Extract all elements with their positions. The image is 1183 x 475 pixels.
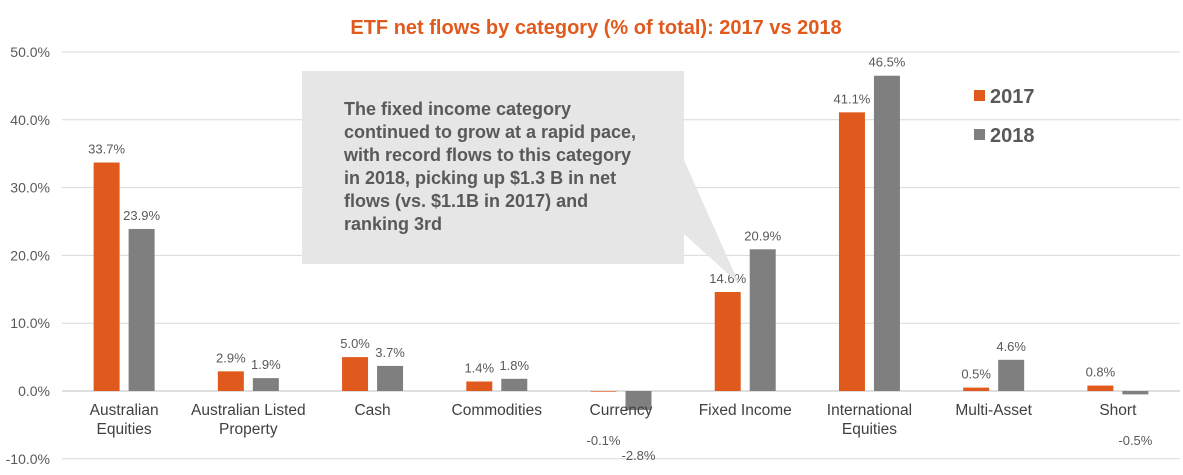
bar-2017-7 xyxy=(963,387,990,391)
annotation-callout: The fixed income category continued to gr… xyxy=(302,71,740,284)
y-tick-label: -10.0% xyxy=(6,451,50,467)
data-label: 0.5% xyxy=(961,367,991,382)
bar-2017-8 xyxy=(1087,385,1114,391)
data-label: -0.5% xyxy=(1118,433,1152,448)
x-tick-label: Equities xyxy=(97,421,152,438)
callout-text-line: ranking 3rd xyxy=(344,214,442,234)
chart-title: ETF net flows by category (% of total): … xyxy=(350,17,841,39)
data-label: 2.9% xyxy=(216,350,246,365)
x-tick-label: Multi-Asset xyxy=(955,402,1032,419)
legend-swatch-2017 xyxy=(974,90,985,101)
data-label: 20.9% xyxy=(744,228,781,243)
data-label: -2.8% xyxy=(622,448,656,463)
data-label: 3.7% xyxy=(375,345,405,360)
x-tick-label: Short xyxy=(1099,402,1137,419)
data-label: 4.6% xyxy=(996,339,1026,354)
bar-2018-3 xyxy=(501,378,528,391)
bar-2017-3 xyxy=(466,381,493,391)
bar-2018-1 xyxy=(252,378,279,391)
bars xyxy=(93,75,1149,410)
bar-2017-0 xyxy=(93,162,120,391)
x-tick-label: Commodities xyxy=(452,402,543,419)
x-tick-label: Australian Listed xyxy=(191,402,306,419)
bar-2017-5 xyxy=(714,292,741,391)
legend: 2017 2018 xyxy=(974,86,1035,147)
y-axis: -10.0% 0.0% 10.0% 20.0% 30.0% 40.0% 50.0% xyxy=(6,44,50,467)
x-tick-label: Australian xyxy=(90,402,159,419)
bar-2017-1 xyxy=(217,371,244,391)
y-tick-label: 10.0% xyxy=(10,315,50,331)
callout-text-line: in 2018, picking up $1.3 B in net xyxy=(344,168,616,188)
y-tick-label: 20.0% xyxy=(10,247,50,263)
bar-2017-2 xyxy=(342,357,369,391)
legend-swatch-2018 xyxy=(974,129,985,140)
legend-label-2018: 2018 xyxy=(990,125,1035,147)
bar-2018-5 xyxy=(749,249,776,391)
x-tick-label: International xyxy=(827,402,912,419)
callout-box xyxy=(302,71,740,284)
x-tick-label: Fixed Income xyxy=(699,402,792,419)
bar-2018-4 xyxy=(625,391,652,410)
data-label: 0.8% xyxy=(1086,365,1116,380)
bar-2018-8 xyxy=(1122,391,1149,395)
data-label: 1.9% xyxy=(251,357,281,372)
legend-label-2017: 2017 xyxy=(990,86,1035,108)
y-tick-label: 40.0% xyxy=(10,112,50,128)
callout-text-line: flows (vs. $1.1B in 2017) and xyxy=(344,191,588,211)
data-label: 14.6% xyxy=(709,271,746,286)
callout-text-line: continued to grow at a rapid pace, xyxy=(344,122,636,142)
data-label: 33.7% xyxy=(88,142,125,157)
data-label: -0.1% xyxy=(587,433,621,448)
x-tick-label: Property xyxy=(219,421,278,438)
data-label: 1.4% xyxy=(464,361,494,376)
x-tick-label: Equities xyxy=(842,421,897,438)
y-tick-label: 50.0% xyxy=(10,44,50,60)
x-tick-label: Currency xyxy=(590,402,653,419)
data-label: 23.9% xyxy=(123,208,160,223)
bar-2017-4 xyxy=(590,391,617,392)
bar-2018-2 xyxy=(377,365,404,391)
data-labels: 33.7% 2.9% 5.0% 1.4% -0.1% 14.6% 41.1% 0.5% 0.8%… xyxy=(88,55,1153,463)
bar-2018-7 xyxy=(998,359,1025,391)
bar-2018-6 xyxy=(873,75,900,391)
y-tick-label: 0.0% xyxy=(18,383,50,399)
bar-2017-6 xyxy=(838,112,865,391)
data-label: 1.8% xyxy=(499,358,529,373)
bar-2018-0 xyxy=(128,228,155,391)
x-tick-label: Cash xyxy=(354,402,390,419)
data-label: 46.5% xyxy=(869,55,906,70)
data-label: 5.0% xyxy=(340,336,370,351)
data-label: 41.1% xyxy=(834,91,871,106)
callout-text-line: The fixed income category xyxy=(344,99,571,119)
y-tick-label: 30.0% xyxy=(10,180,50,196)
x-axis: Australian Equities Australian Listed Prope… xyxy=(90,402,1137,438)
callout-text-line: with record flows to this category xyxy=(343,145,631,165)
